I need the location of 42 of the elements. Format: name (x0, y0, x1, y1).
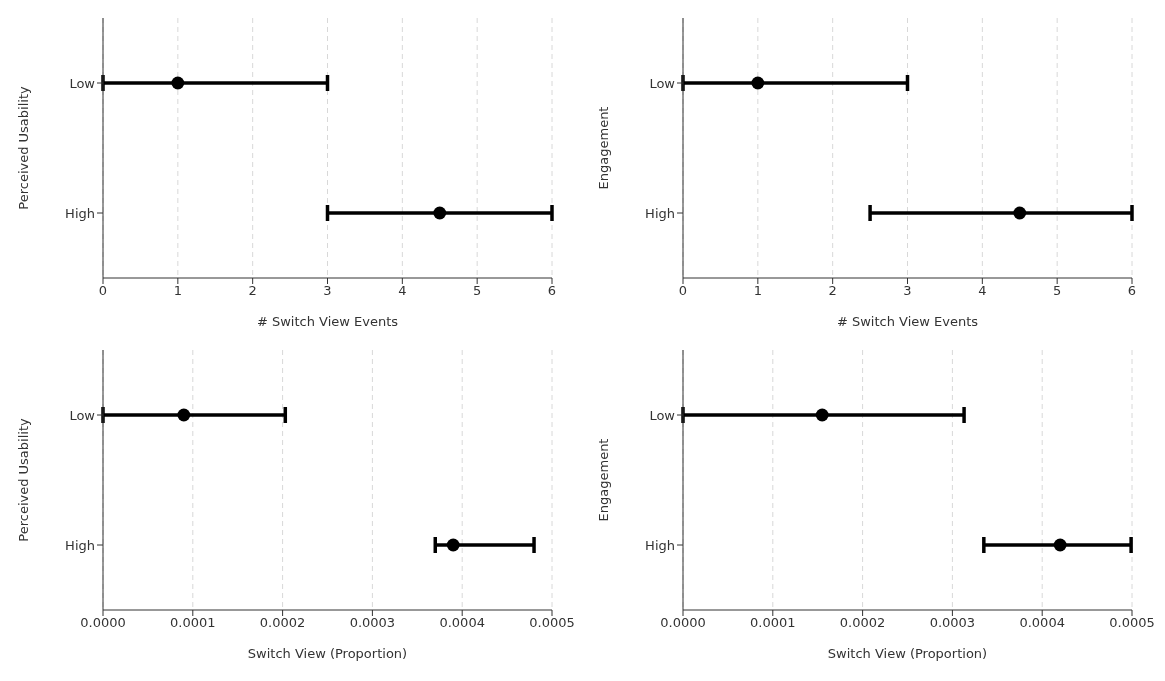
x-tick-label: 0.0002 (839, 615, 886, 631)
x-tick-label: 6 (547, 283, 557, 299)
x-tick-label: 0.0004 (439, 615, 485, 631)
y-tick-label: High (65, 537, 95, 553)
y-axis-title: Perceived Usability (15, 86, 31, 210)
x-tick-label: 0.0001 (750, 615, 796, 631)
x-tick-label: 0.0005 (529, 615, 575, 631)
x-tick-label: 2 (248, 283, 257, 299)
y-tick-label: Low (649, 407, 676, 423)
x-tick-label: 0 (98, 283, 108, 299)
y-tick-label: Low (649, 75, 676, 91)
x-tick-label: 1 (753, 283, 762, 299)
y-tick-label: High (65, 205, 95, 221)
x-tick-label: 3 (903, 283, 912, 299)
x-tick-label: 3 (323, 283, 332, 299)
x-tick-label: 0.0003 (349, 615, 396, 631)
x-tick-label: 4 (978, 283, 987, 299)
x-tick-label: 5 (473, 283, 482, 299)
x-tick-label: 2 (828, 283, 837, 299)
x-tick-label: 0.0000 (80, 615, 126, 631)
y-tick-label: Low (69, 75, 96, 91)
y-tick-label: High (645, 537, 675, 553)
y-axis-title: Engagement (595, 106, 611, 190)
x-tick-label: 5 (1053, 283, 1062, 299)
y-tick-label: Low (69, 407, 96, 423)
x-tick-label: 6 (1127, 283, 1137, 299)
x-axis-title: # Switch View Events (836, 314, 979, 329)
x-tick-label: 0.0004 (1019, 615, 1065, 631)
x-tick-label: 0.0003 (929, 615, 976, 631)
y-tick-label: High (645, 205, 675, 221)
x-tick-label: 0.0002 (259, 615, 306, 631)
y-axis-title: Engagement (595, 438, 611, 522)
x-tick-label: 0.0001 (170, 615, 216, 631)
x-tick-label: 0.0000 (660, 615, 706, 631)
x-axis-title: Switch View (Proportion) (827, 646, 988, 661)
x-tick-label: 4 (398, 283, 407, 299)
x-axis-title: # Switch View Events (256, 314, 399, 329)
x-tick-label: 0 (678, 283, 688, 299)
x-tick-label: 0.0005 (1109, 615, 1155, 631)
x-tick-label: 1 (173, 283, 182, 299)
y-axis-title: Perceived Usability (15, 418, 31, 542)
x-axis-title: Switch View (Proportion) (247, 646, 408, 661)
